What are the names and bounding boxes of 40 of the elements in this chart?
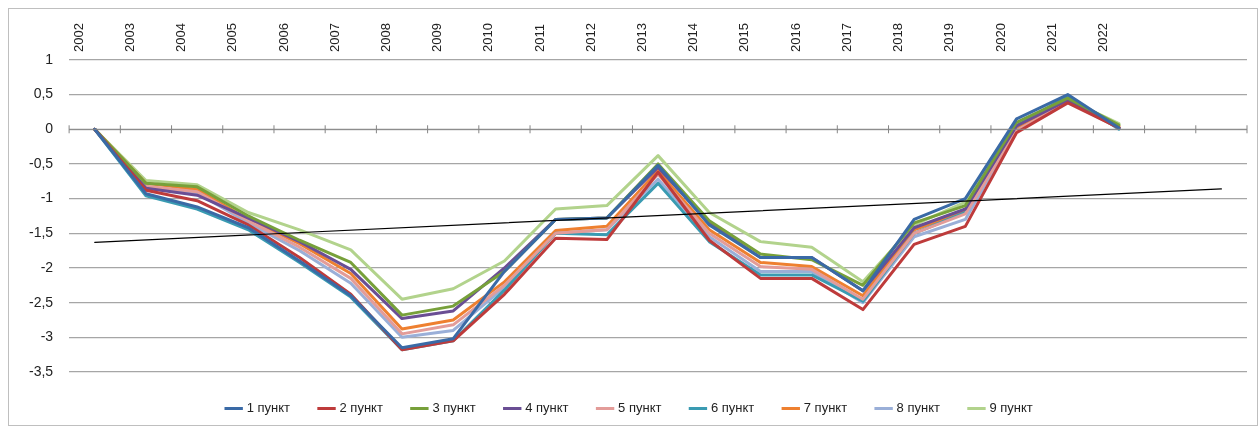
legend-label: 6 пункт <box>710 400 755 416</box>
y-tick-label: 0 <box>45 120 54 137</box>
x-tick-label: 2015 <box>736 23 752 52</box>
x-tick-label: 2018 <box>890 23 906 52</box>
x-tick-label: 2006 <box>275 23 291 52</box>
x-tick-label: 2019 <box>941 23 957 52</box>
x-tick-label: 2005 <box>224 23 240 52</box>
legend-label: 9 пункт <box>989 400 1033 416</box>
y-tick-label: -3,5 <box>29 362 54 379</box>
x-tick-label: 2004 <box>173 23 189 52</box>
x-tick-label: 2014 <box>685 23 701 52</box>
legend-label: 1 пункт <box>246 400 291 416</box>
y-tick-label: -0,5 <box>29 154 54 171</box>
x-tick-label: 2010 <box>480 23 496 52</box>
y-tick-label: -2,5 <box>29 293 54 310</box>
legend-label: 7 пункт <box>803 400 848 416</box>
x-tick-label: 2008 <box>377 23 393 52</box>
x-tick-label: 2002 <box>70 23 86 52</box>
y-tick-label: -3 <box>40 328 54 345</box>
x-tick-label: 2020 <box>992 23 1008 52</box>
y-tick-label: 0,5 <box>33 85 54 102</box>
x-tick-label: 2022 <box>1094 23 1110 52</box>
x-tick-label: 2012 <box>582 23 598 52</box>
x-tick-label: 2009 <box>429 23 445 52</box>
x-tick-label: 2021 <box>1043 23 1059 52</box>
x-tick-label: 2013 <box>634 23 650 52</box>
legend-label: 8 пункт <box>896 400 941 416</box>
y-tick-label: -2 <box>40 258 54 275</box>
y-tick-label: -1 <box>40 189 54 206</box>
y-tick-label: 1 <box>45 50 54 67</box>
legend-label: 3 пункт <box>432 400 476 416</box>
x-tick-label: 2011 <box>531 23 547 52</box>
x-tick-label: 2016 <box>787 23 803 52</box>
y-tick-label: -1,5 <box>29 224 54 241</box>
x-tick-label: 2007 <box>326 23 342 52</box>
legend-label: 2 пункт <box>339 400 383 416</box>
legend-label: 4 пункт <box>525 400 569 416</box>
x-tick-label: 2017 <box>838 23 854 52</box>
legend-label: 5 пункт <box>618 400 662 416</box>
x-tick-label: 2003 <box>121 23 137 52</box>
